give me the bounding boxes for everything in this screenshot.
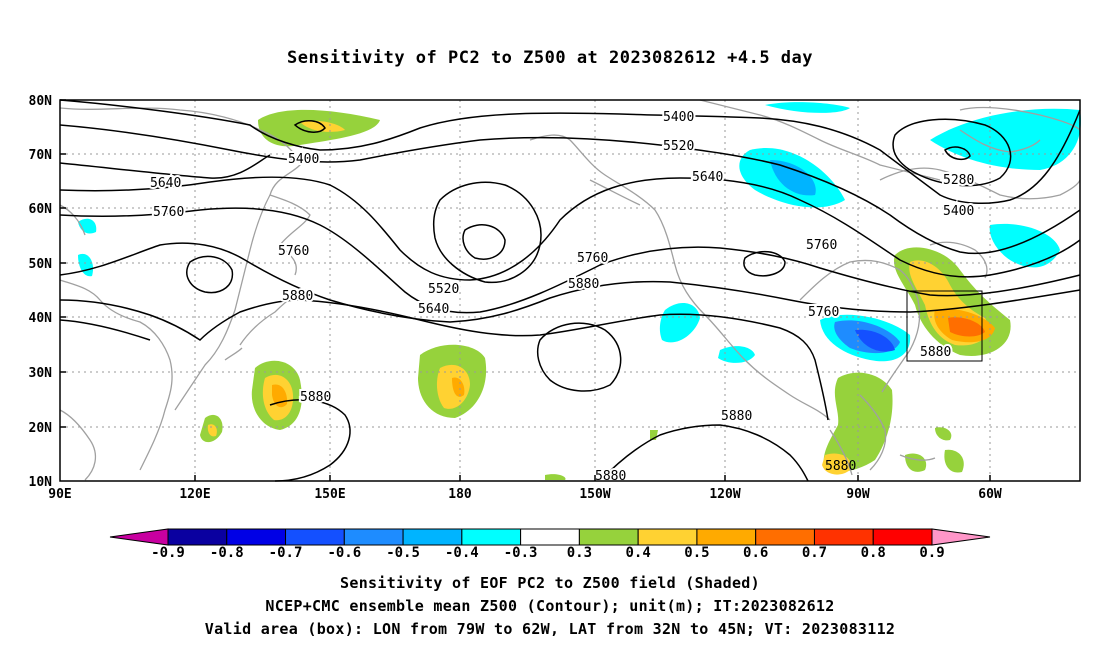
contour-label: 5880 bbox=[825, 459, 856, 474]
latitude-labels: 80N 70N 60N 50N 40N 30N 20N 10N bbox=[29, 94, 53, 490]
colorbar-label: -0.3 bbox=[504, 545, 538, 561]
longitude-labels: 90E 120E 150E 180 150W 120W 90W 60W bbox=[48, 487, 1002, 502]
contour-label: 5640 bbox=[692, 170, 723, 185]
contour-label: 5760 bbox=[808, 305, 839, 320]
contour-label: 5880 bbox=[300, 390, 331, 405]
lon-label: 90E bbox=[48, 487, 71, 502]
contour-label: 5880 bbox=[721, 409, 752, 424]
colorbar-label: 0.7 bbox=[802, 545, 827, 561]
contour-label: 5880 bbox=[282, 289, 313, 304]
footer-line-3: Valid area (box): LON from 79W to 62W, L… bbox=[204, 620, 896, 638]
colorbar-cell bbox=[226, 528, 287, 546]
contour-label: 5760 bbox=[153, 205, 184, 220]
colorbar-label: 0.5 bbox=[684, 545, 709, 561]
colorbar-cell bbox=[520, 528, 580, 546]
colorbar-cell bbox=[285, 528, 345, 546]
map-frame bbox=[59, 99, 1081, 482]
colorbar-cell bbox=[755, 528, 815, 546]
contour-label: 5880 bbox=[920, 345, 951, 360]
colorbar-cell bbox=[872, 528, 933, 546]
contour-label: 5400 bbox=[288, 152, 319, 167]
colorbar-label: -0.5 bbox=[386, 545, 420, 561]
colorbar-label: 0.6 bbox=[743, 545, 768, 561]
colorbar-label: 0.4 bbox=[626, 545, 651, 561]
contour-label: 5760 bbox=[577, 251, 608, 266]
lat-label: 70N bbox=[29, 148, 53, 163]
contour-label: 5640 bbox=[150, 176, 181, 191]
colorbar-label: -0.6 bbox=[327, 545, 361, 561]
colorbar-cell bbox=[461, 528, 522, 546]
colorbar-label: -0.8 bbox=[210, 545, 244, 561]
colorbar-label: 0.9 bbox=[919, 545, 944, 561]
colorbar-label: 0.8 bbox=[861, 545, 886, 561]
lat-label: 10N bbox=[29, 475, 53, 490]
colorbar-cell bbox=[696, 528, 757, 546]
lon-label: 90W bbox=[846, 487, 870, 502]
lat-label: 40N bbox=[29, 311, 53, 326]
colorbar-label: -0.9 bbox=[151, 545, 185, 561]
colorbar-label: -0.4 bbox=[445, 545, 479, 561]
colorbar-label: 0.3 bbox=[567, 545, 592, 561]
footer-line-1: Sensitivity of EOF PC2 to Z500 field (Sh… bbox=[340, 574, 760, 592]
lon-label: 60W bbox=[978, 487, 1002, 502]
contour-label: 5400 bbox=[943, 204, 974, 219]
map-title: Sensitivity of PC2 to Z500 at 2023082612… bbox=[286, 48, 813, 68]
lon-label: 180 bbox=[448, 487, 472, 502]
colorbar-cell bbox=[637, 528, 698, 546]
z500-contours bbox=[59, 99, 1081, 482]
lon-label: 120E bbox=[179, 487, 210, 502]
footer-line-2: NCEP+CMC ensemble mean Z500 (Contour); u… bbox=[265, 597, 835, 615]
colorbar-cell bbox=[343, 528, 404, 546]
lon-label: 120W bbox=[709, 487, 740, 502]
lat-label: 20N bbox=[29, 421, 53, 436]
contour-label: 5400 bbox=[663, 110, 694, 125]
contour-label: 5280 bbox=[943, 173, 974, 188]
lat-label: 50N bbox=[29, 257, 53, 272]
contour-label: 5520 bbox=[428, 282, 459, 297]
colorbar-cell bbox=[813, 528, 874, 546]
colorbar-low-arrow bbox=[109, 528, 169, 546]
lat-label: 30N bbox=[29, 366, 53, 381]
colorbar-cell bbox=[167, 528, 228, 546]
colorbar-cell bbox=[578, 528, 639, 546]
lon-label: 150E bbox=[314, 487, 345, 502]
lat-label: 60N bbox=[29, 202, 53, 217]
contour-label: 5760 bbox=[278, 244, 309, 259]
lon-label: 150W bbox=[579, 487, 610, 502]
contour-labels: 5400 5400 5520 5640 5640 5280 5400 5760 … bbox=[148, 108, 976, 486]
colorbar: -0.9 -0.8 -0.7 -0.6 -0.5 -0.4 -0.3 0.3 0.4 0.5 0.6… bbox=[109, 528, 991, 561]
contour-label: 5640 bbox=[418, 302, 449, 317]
contour-label: 5880 bbox=[568, 277, 599, 292]
lat-label: 80N bbox=[29, 94, 53, 109]
contour-label: 5520 bbox=[663, 139, 694, 154]
coastlines bbox=[59, 99, 1081, 481]
colorbar-cell bbox=[402, 528, 463, 546]
colorbar-high-arrow bbox=[931, 528, 991, 546]
axis-ticks bbox=[60, 99, 991, 481]
valid-area-box bbox=[906, 290, 983, 362]
colorbar-label: -0.7 bbox=[269, 545, 303, 561]
contour-label: 5760 bbox=[806, 238, 837, 253]
